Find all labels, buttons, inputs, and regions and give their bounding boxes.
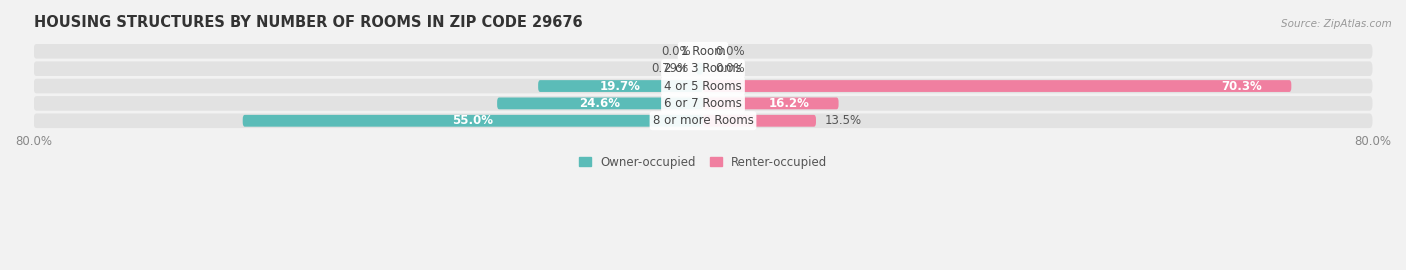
Legend: Owner-occupied, Renter-occupied: Owner-occupied, Renter-occupied — [575, 152, 831, 172]
Text: 0.0%: 0.0% — [716, 45, 745, 58]
FancyBboxPatch shape — [538, 80, 703, 92]
FancyBboxPatch shape — [703, 80, 1291, 92]
Text: 8 or more Rooms: 8 or more Rooms — [652, 114, 754, 127]
Text: 16.2%: 16.2% — [769, 97, 810, 110]
Text: 0.0%: 0.0% — [716, 62, 745, 75]
FancyBboxPatch shape — [34, 79, 1372, 93]
FancyBboxPatch shape — [243, 115, 703, 127]
Text: 4 or 5 Rooms: 4 or 5 Rooms — [664, 80, 742, 93]
FancyBboxPatch shape — [34, 44, 1372, 59]
FancyBboxPatch shape — [703, 115, 815, 127]
FancyBboxPatch shape — [34, 113, 1372, 128]
Text: 70.3%: 70.3% — [1222, 80, 1263, 93]
Text: 13.5%: 13.5% — [824, 114, 862, 127]
FancyBboxPatch shape — [34, 61, 1372, 76]
Text: 6 or 7 Rooms: 6 or 7 Rooms — [664, 97, 742, 110]
Text: 19.7%: 19.7% — [600, 80, 641, 93]
Text: HOUSING STRUCTURES BY NUMBER OF ROOMS IN ZIP CODE 29676: HOUSING STRUCTURES BY NUMBER OF ROOMS IN… — [34, 15, 582, 30]
FancyBboxPatch shape — [34, 96, 1372, 111]
Text: 24.6%: 24.6% — [579, 97, 620, 110]
Text: Source: ZipAtlas.com: Source: ZipAtlas.com — [1281, 19, 1392, 29]
Text: 0.79%: 0.79% — [651, 62, 688, 75]
FancyBboxPatch shape — [696, 63, 703, 75]
Text: 0.0%: 0.0% — [661, 45, 690, 58]
FancyBboxPatch shape — [703, 97, 838, 109]
FancyBboxPatch shape — [498, 97, 703, 109]
Text: 55.0%: 55.0% — [453, 114, 494, 127]
Text: 1 Room: 1 Room — [681, 45, 725, 58]
Text: 2 or 3 Rooms: 2 or 3 Rooms — [664, 62, 742, 75]
